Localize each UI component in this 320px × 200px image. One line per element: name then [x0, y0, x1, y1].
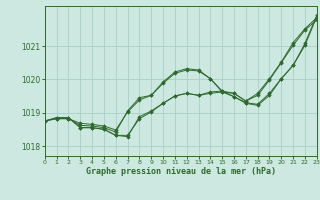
X-axis label: Graphe pression niveau de la mer (hPa): Graphe pression niveau de la mer (hPa): [86, 167, 276, 176]
